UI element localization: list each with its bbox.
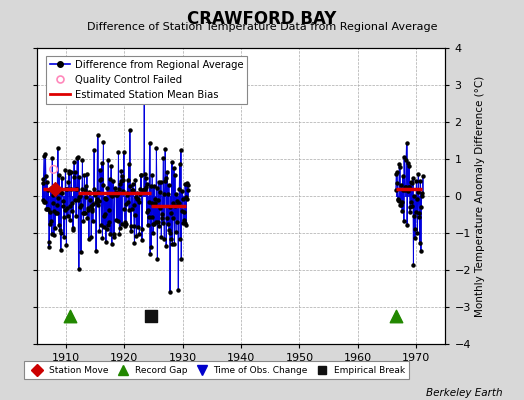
Y-axis label: Monthly Temperature Anomaly Difference (°C): Monthly Temperature Anomaly Difference (… [475,75,485,317]
Point [49,166,58,172]
Point [66,313,74,320]
Point [146,313,155,320]
Point [51,186,59,192]
Point [391,313,400,320]
Text: Berkeley Earth: Berkeley Earth [427,388,503,398]
Legend: Station Move, Record Gap, Time of Obs. Change, Empirical Break: Station Move, Record Gap, Time of Obs. C… [24,362,409,380]
Text: Difference of Station Temperature Data from Regional Average: Difference of Station Temperature Data f… [87,22,437,32]
Text: CRAWFORD BAY: CRAWFORD BAY [187,10,337,28]
